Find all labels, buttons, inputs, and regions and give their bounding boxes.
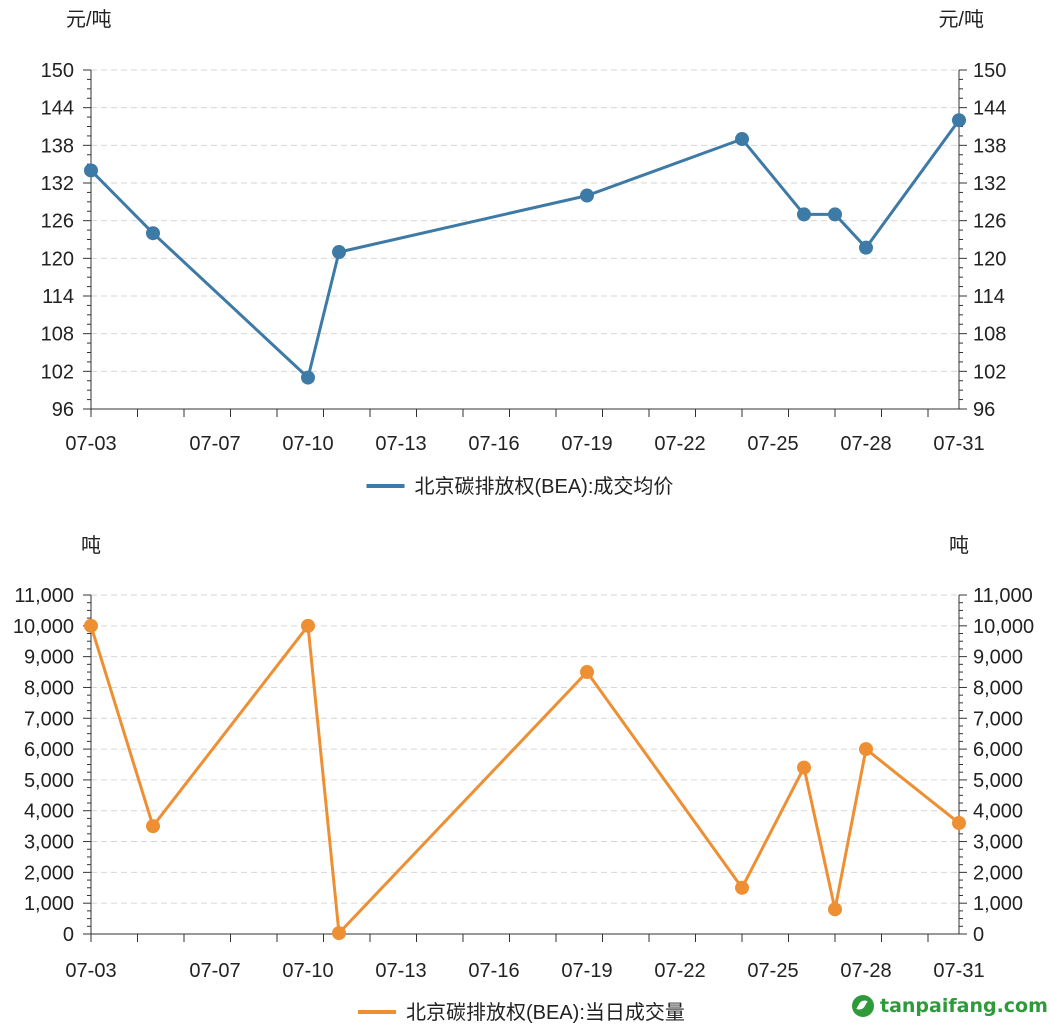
y-tick-label-left: 6,000: [24, 739, 74, 761]
data-point[interactable]: [859, 742, 873, 757]
y-tick-label-right: 114: [973, 286, 1005, 308]
y-tick-label-right: 132: [973, 173, 1006, 195]
data-point[interactable]: [84, 618, 98, 633]
y-tick-label-right: 1,000: [973, 893, 1023, 915]
legend-label: 北京碳排放权(BEA):成交均价: [415, 475, 674, 498]
y-tick-label-right: 6,000: [973, 739, 1023, 761]
data-point[interactable]: [580, 665, 594, 680]
x-tick-label: 07-16: [468, 433, 519, 455]
legend-label: 北京碳排放权(BEA):当日成交量: [406, 1001, 685, 1024]
x-tick-label: 07-25: [747, 960, 798, 982]
y-tick-label-left: 150: [41, 60, 74, 82]
data-point[interactable]: [332, 245, 346, 260]
y-tick-label-left: 7,000: [24, 708, 74, 730]
data-point[interactable]: [735, 132, 749, 147]
x-tick-label: 07-10: [282, 960, 333, 982]
data-point[interactable]: [332, 926, 346, 941]
series-line: [89, 624, 960, 935]
x-tick-label: 07-22: [654, 433, 705, 455]
watermark: tanpaifang.com: [852, 992, 1048, 1020]
x-tick-label: 07-07: [189, 960, 240, 982]
x-tick-label: 07-16: [468, 960, 519, 982]
series-line: [89, 119, 961, 380]
x-tick-label: 07-25: [747, 433, 798, 455]
x-tick-label: 07-31: [933, 433, 984, 455]
x-tick-label: 07-28: [840, 960, 891, 982]
y-tick-label-right: 0: [973, 924, 984, 946]
y-tick-label-left: 108: [41, 324, 74, 346]
x-tick-label: 07-03: [65, 960, 116, 982]
price-chart: 96 96 102 102 108 108 114 114 120 120 126 126 132 132…: [41, 8, 1007, 498]
data-point[interactable]: [797, 760, 811, 775]
y-unit-label-right: 元/吨: [938, 8, 984, 31]
x-tick-label: 07-07: [189, 433, 240, 455]
data-point[interactable]: [952, 816, 966, 831]
y-tick-label-left: 144: [41, 98, 74, 120]
y-tick-label-left: 120: [41, 248, 74, 270]
y-tick-label-right: 4,000: [973, 801, 1023, 823]
y-tick-label-right: 96: [973, 399, 995, 421]
x-tick-label: 07-10: [282, 433, 333, 455]
data-point[interactable]: [301, 618, 315, 633]
y-tick-label-right: 144: [973, 98, 1006, 120]
y-tick-label-left: 10,000: [13, 616, 74, 638]
data-point[interactable]: [828, 207, 842, 222]
data-point[interactable]: [828, 902, 842, 917]
leaf-logo-icon: [852, 995, 874, 1017]
data-point[interactable]: [735, 880, 749, 895]
y-tick-label-left: 11,000: [14, 585, 74, 607]
x-tick-label: 07-13: [375, 433, 426, 455]
x-tick-label: 07-13: [375, 960, 426, 982]
y-unit-label-left: 元/吨: [66, 8, 112, 31]
y-tick-label-right: 5,000: [973, 770, 1023, 792]
x-tick-label: 07-19: [561, 960, 612, 982]
y-tick-label-left: 2,000: [24, 862, 74, 884]
watermark-text: tanpaifang.com: [880, 995, 1048, 1017]
y-tick-label-left: 102: [41, 361, 74, 383]
y-tick-label-right: 108: [973, 324, 1006, 346]
data-point[interactable]: [301, 370, 315, 385]
x-tick-label: 07-28: [840, 433, 891, 455]
y-tick-label-left: 9,000: [24, 647, 74, 669]
data-point[interactable]: [859, 240, 873, 255]
y-tick-label-left: 126: [41, 211, 74, 233]
x-tick-label: 07-31: [933, 960, 984, 982]
y-tick-label-left: 4,000: [24, 801, 74, 823]
y-tick-label-left: 114: [42, 286, 74, 308]
y-tick-label-right: 11,000: [973, 585, 1033, 607]
y-tick-label-right: 10,000: [973, 616, 1034, 638]
y-tick-label-right: 138: [973, 135, 1006, 157]
y-tick-label-left: 132: [41, 173, 74, 195]
y-tick-label-left: 138: [41, 135, 74, 157]
y-tick-label-right: 150: [973, 60, 1006, 82]
y-unit-label-left: 吨: [81, 534, 101, 557]
y-tick-label-right: 9,000: [973, 647, 1023, 669]
y-tick-label-right: 8,000: [973, 677, 1023, 699]
y-tick-label-left: 96: [52, 399, 74, 421]
y-tick-label-right: 2,000: [973, 862, 1023, 884]
data-point[interactable]: [580, 188, 594, 203]
y-tick-label-left: 0: [63, 924, 74, 946]
x-tick-label: 07-03: [65, 433, 116, 455]
x-tick-label: 07-22: [654, 960, 705, 982]
volume-chart: 0 0 1,000 1,000 2,000 2,000 3,000 3,000 4,000 4,0…: [13, 534, 1034, 1024]
y-tick-label-right: 120: [973, 248, 1006, 270]
y-tick-label-right: 102: [973, 361, 1006, 383]
x-tick-label: 07-19: [561, 433, 612, 455]
y-tick-label-left: 3,000: [24, 832, 74, 854]
y-tick-label-right: 126: [973, 211, 1006, 233]
y-tick-label-right: 3,000: [973, 832, 1023, 854]
data-point[interactable]: [146, 819, 160, 834]
y-tick-label-left: 1,000: [24, 893, 74, 915]
y-tick-label-left: 5,000: [24, 770, 74, 792]
y-tick-label-left: 8,000: [24, 677, 74, 699]
data-point[interactable]: [84, 163, 98, 178]
data-point[interactable]: [952, 113, 966, 128]
y-tick-label-right: 7,000: [973, 708, 1023, 730]
y-unit-label-right: 吨: [949, 534, 969, 557]
data-point[interactable]: [797, 207, 811, 222]
data-point[interactable]: [146, 226, 160, 241]
